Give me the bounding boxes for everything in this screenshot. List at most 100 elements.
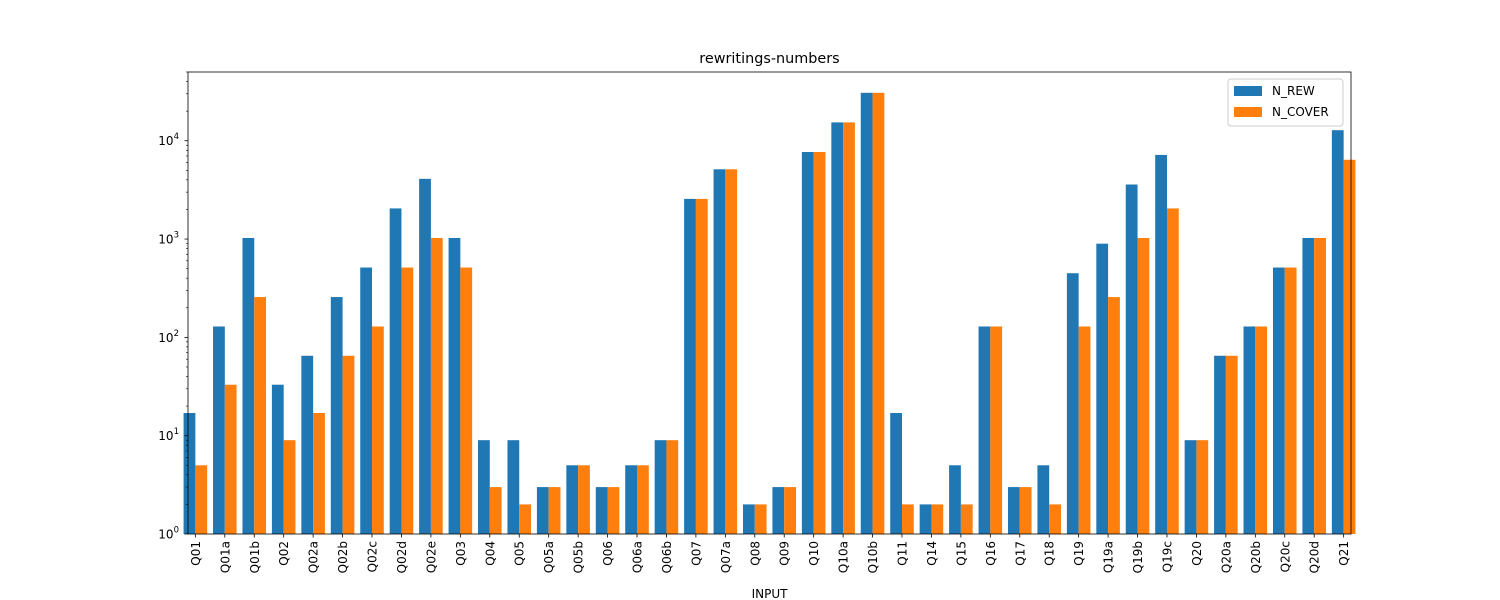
bar-n-rew-q01b: [242, 237, 255, 535]
bar-n-rew-q07a: [713, 169, 726, 535]
bar-n-cover-q07: [695, 198, 708, 534]
bar-n-rew-q16: [978, 326, 991, 534]
y-tick-label: 100: [158, 526, 179, 542]
bar-n-rew-q10: [801, 151, 814, 535]
x-tick-label-q14: Q14: [925, 541, 939, 566]
chart-title: rewritings-numbers: [699, 51, 839, 67]
bar-n-cover-q09: [784, 487, 796, 534]
x-tick-label-q16: Q16: [984, 541, 998, 566]
bar-n-rew-q17: [1007, 487, 1020, 534]
bar-n-cover-q03: [460, 267, 473, 534]
bar-n-rew-q20c: [1272, 267, 1285, 534]
bar-n-cover-q01: [195, 465, 208, 534]
y-tick-label: 101: [158, 427, 179, 443]
x-tick-label-q19b: Q19b: [1131, 541, 1145, 573]
x-tick-label-q01b: Q01b: [248, 541, 262, 573]
bar-n-cover-q02b: [342, 355, 355, 534]
x-tick-label-q11: Q11: [895, 541, 909, 566]
bar-n-cover-q01a: [224, 384, 237, 534]
bar-n-rew-q02e: [419, 178, 431, 534]
bars-group: [183, 92, 1356, 535]
bar-n-rew-q15: [949, 465, 961, 534]
x-tick-label-q05b: Q05b: [572, 541, 586, 573]
bar-n-cover-q14: [931, 504, 944, 534]
bar-n-cover-q06b: [666, 440, 679, 534]
x-tick-label-q17: Q17: [1013, 541, 1027, 566]
x-tick-label-q06: Q06: [601, 541, 615, 566]
x-tick-label-q02b: Q02b: [336, 541, 350, 573]
x-tick-label-q08: Q08: [748, 541, 762, 566]
x-tick-label-q20d: Q20d: [1308, 541, 1322, 573]
x-axis-label: INPUT: [752, 587, 789, 600]
bar-n-rew-q02b: [330, 297, 343, 534]
bar-n-cover-q20: [1196, 440, 1209, 534]
x-tick-label-q10a: Q10a: [837, 541, 851, 573]
bar-n-rew-q20: [1184, 440, 1197, 534]
x-tick-label-q06b: Q06b: [660, 541, 674, 573]
bar-n-rew-q21: [1331, 130, 1344, 534]
bar-n-cover-q02a: [313, 413, 325, 534]
x-tick-label-q20: Q20: [1190, 541, 1204, 566]
x-tick-label-q21: Q21: [1337, 541, 1351, 566]
plot-frame: [187, 71, 1352, 535]
bar-n-cover-q05b: [578, 465, 590, 534]
bar-n-rew-q20d: [1302, 237, 1315, 535]
y-tick-label: 103: [158, 231, 179, 247]
bar-n-cover-q02e: [430, 237, 443, 535]
legend: N_REW N_COVER: [1227, 78, 1344, 127]
bar-n-rew-q01a: [213, 326, 225, 534]
bar-n-rew-q14: [919, 504, 932, 534]
x-tick-label-q19a: Q19a: [1102, 541, 1116, 573]
bar-n-cover-q20a: [1225, 355, 1238, 534]
bar-n-cover-q10a: [843, 122, 855, 534]
bar-n-cover-q18: [1049, 504, 1061, 534]
bar-n-cover-q05a: [548, 487, 561, 534]
x-tick-label-q02d: Q02d: [395, 541, 409, 573]
y-axis-ticks: 100 101 102 103 104: [158, 71, 188, 542]
x-tick-label-q05a: Q05a: [542, 541, 556, 573]
bar-n-cover-q10b: [872, 92, 885, 535]
bar-n-rew-q07: [684, 198, 696, 534]
bar-n-rew-q09: [772, 487, 785, 534]
x-tick-label-q15: Q15: [954, 541, 968, 566]
x-tick-label-q20c: Q20c: [1278, 541, 1292, 572]
bar-n-cover-q20d: [1314, 237, 1326, 535]
bar-n-cover-q11: [901, 504, 914, 534]
bar-n-rew-q02a: [301, 355, 314, 534]
x-tick-label-q02e: Q02e: [424, 541, 438, 573]
x-tick-label-q05: Q05: [513, 541, 527, 566]
bar-n-rew-q19c: [1155, 154, 1167, 534]
bar-n-rew-q04: [478, 440, 490, 534]
bar-n-rew-q10b: [860, 92, 873, 535]
bar-n-cover-q06: [607, 487, 620, 534]
bar-n-cover-q19a: [1108, 297, 1120, 534]
x-tick-label-q19: Q19: [1072, 541, 1086, 566]
x-tick-label-q06a: Q06a: [631, 541, 645, 573]
bar-n-cover-q21: [1343, 159, 1356, 534]
bar-n-cover-q20c: [1284, 267, 1297, 534]
y-tick-label: 102: [158, 329, 179, 345]
bar-n-cover-q19: [1078, 326, 1091, 534]
bar-n-cover-q20b: [1255, 326, 1268, 534]
bar-n-rew-q19b: [1125, 184, 1138, 534]
x-tick-label-q03: Q03: [454, 541, 468, 566]
bar-n-rew-q19: [1066, 273, 1079, 534]
x-tick-label-q18: Q18: [1043, 541, 1057, 566]
x-axis-ticks: Q01 Q01a Q01b Q02 Q02a Q02b Q02c Q02d Q02e Q03 Q04…: [189, 534, 1351, 573]
bar-n-rew-q20a: [1214, 355, 1226, 534]
bar-n-cover-q19b: [1137, 237, 1150, 535]
x-tick-label-q19c: Q19c: [1160, 541, 1174, 572]
bar-n-rew-q18: [1037, 465, 1050, 534]
bar-n-cover-q02c: [372, 326, 384, 534]
x-tick-label-q20a: Q20a: [1219, 541, 1233, 573]
bar-n-rew-q03: [448, 237, 461, 535]
bar-n-cover-q17: [1019, 487, 1032, 534]
x-tick-label-q10b: Q10b: [866, 541, 880, 573]
bar-n-cover-q06a: [637, 465, 649, 534]
bar-n-cover-q02d: [401, 267, 414, 534]
bar-n-cover-q19c: [1166, 208, 1179, 534]
x-tick-label-q07: Q07: [689, 541, 703, 566]
bar-n-rew-q06: [595, 487, 608, 534]
bar-n-rew-q02d: [389, 208, 402, 534]
